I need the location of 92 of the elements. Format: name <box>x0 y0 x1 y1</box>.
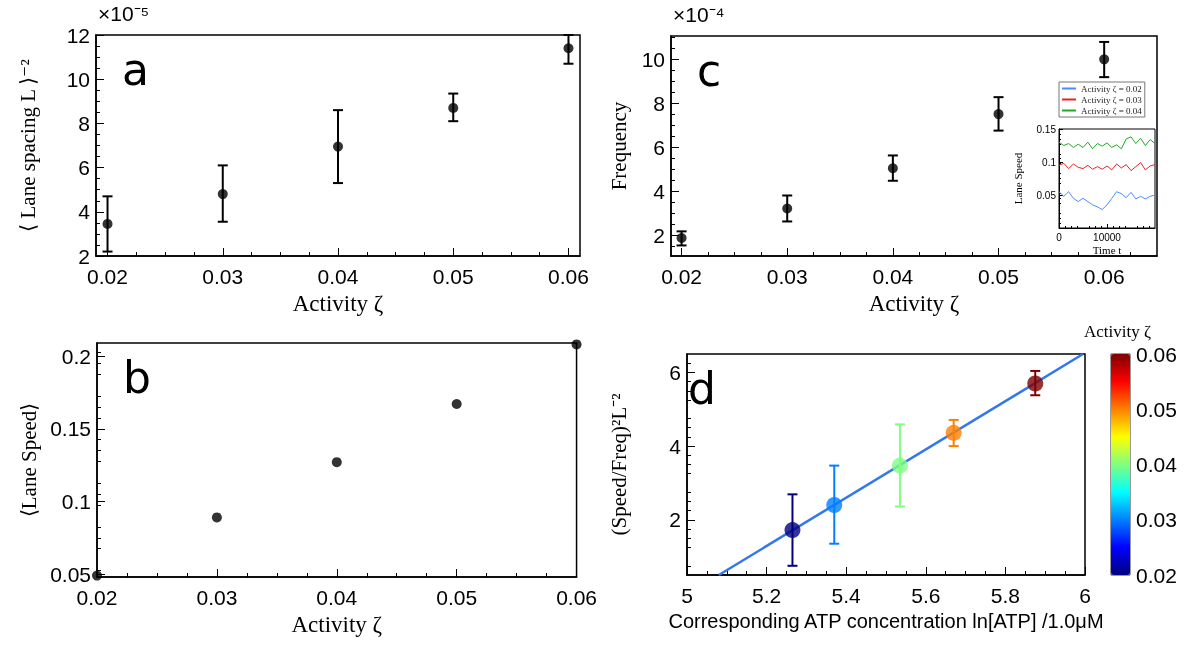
y-tick-label: 2 <box>78 244 90 268</box>
x-tick-label: 0.02 <box>76 586 118 609</box>
y-tick-label: 10 <box>66 67 90 91</box>
x-tick-label: 0.06 <box>1083 265 1125 288</box>
y-tick-label: 4 <box>669 434 682 458</box>
color-bar-label: 0.03 <box>1136 508 1177 532</box>
line-series <box>1058 191 1156 211</box>
x-axis-title: Activity ζ <box>868 291 960 316</box>
x-tick-label: 0.06 <box>548 265 589 288</box>
annotation: d <box>688 362 716 414</box>
y-tick-label: 8 <box>78 111 90 135</box>
y-axis-title: Lane Speed <box>1011 152 1024 205</box>
x-tick-label: 10000 <box>1093 231 1122 243</box>
x-tick-label: 0.05 <box>978 265 1019 288</box>
x-tick-label: 0.03 <box>202 265 244 288</box>
point <box>331 457 342 468</box>
point <box>945 424 962 441</box>
x-tick-label: 0.02 <box>661 265 702 288</box>
point <box>887 163 898 174</box>
y-tick-label: 0.05 <box>1036 189 1057 201</box>
y-tick-label: 6 <box>78 156 90 180</box>
x-tick-label: 0.02 <box>87 265 128 288</box>
point <box>1027 375 1044 392</box>
x-tick-label: 0.05 <box>432 265 474 288</box>
point <box>571 339 582 350</box>
x-tick-label: 0.04 <box>872 265 914 288</box>
color-bar-title: Activity ζ <box>1083 322 1151 341</box>
point <box>333 141 343 152</box>
y-tick-label: 2 <box>669 508 681 532</box>
y-tick-label: 0.15 <box>1036 123 1057 135</box>
annotation: a <box>122 43 149 95</box>
color-bar-label: 0.04 <box>1136 453 1178 476</box>
x-tick-label: 0.04 <box>317 265 359 288</box>
x-axis-title: Time t <box>1092 243 1122 256</box>
y-tick-label: 10 <box>641 47 665 71</box>
y-tick-label: 8 <box>653 91 665 115</box>
x-tick-label: 0.05 <box>436 586 478 609</box>
legend-label: Activity ζ = 0.03 <box>1081 94 1143 105</box>
y-tick-label: 0.1 <box>61 489 91 513</box>
point <box>92 570 102 581</box>
x-tick-label: 0.06 <box>556 586 597 609</box>
point <box>782 203 793 214</box>
point <box>826 497 843 514</box>
text: ×10⁻⁴ <box>673 3 725 26</box>
x-tick-label: 0 <box>1056 231 1063 243</box>
x-axis-title: Activity ζ <box>292 291 384 316</box>
color-bar-label: 0.02 <box>1136 563 1177 587</box>
y-tick-label: 0.2 <box>61 344 91 368</box>
point <box>676 232 687 243</box>
x-tick-label: 0.04 <box>316 586 358 609</box>
y-tick-label: 2 <box>653 223 665 247</box>
text: ×10⁻⁵ <box>98 2 150 25</box>
y-tick-label: 4 <box>653 179 666 203</box>
y-tick-label: 0.15 <box>50 417 91 441</box>
point <box>211 512 222 523</box>
legend-label: Activity ζ = 0.04 <box>1081 105 1143 116</box>
x-axis-title: Corresponding ATP concentration ln[ATP] /1.0μM <box>668 610 1104 632</box>
y-tick-label: 6 <box>669 360 681 384</box>
y-tick-label: 0.05 <box>50 562 91 586</box>
y-axis-title: (Speed/Freq)²L⁻² <box>606 393 631 536</box>
y-axis-title: ⟨Lane Speed⟩ <box>16 402 41 518</box>
point <box>784 522 801 539</box>
point <box>448 102 459 113</box>
x-tick-label: 0.03 <box>766 265 808 288</box>
x-tick-label: 5.4 <box>831 584 862 607</box>
y-tick-label: 4 <box>78 200 91 224</box>
x-tick-label: 5.8 <box>990 584 1020 607</box>
y-axis-title: ⟨ Lane spacing L ⟩⁻² <box>15 59 40 232</box>
point <box>451 399 462 410</box>
y-axis-title: Frequency <box>606 101 631 191</box>
point <box>993 109 1004 120</box>
point <box>563 43 574 54</box>
x-axis-title: Activity ζ <box>291 612 383 637</box>
x-tick-label: 5 <box>681 584 693 607</box>
point <box>1099 54 1110 65</box>
y-tick-label: 0.1 <box>1042 156 1057 168</box>
annotation: c <box>697 44 722 96</box>
x-tick-label: 5.2 <box>752 584 782 607</box>
color-bar-label: 0.06 <box>1136 342 1177 366</box>
color-bar-label: 0.05 <box>1136 397 1177 421</box>
line-series <box>1058 162 1156 172</box>
line-series <box>1058 136 1156 150</box>
point <box>102 218 113 229</box>
point <box>891 457 908 474</box>
y-tick-label: 6 <box>653 135 665 159</box>
legend-label: Activity ζ = 0.02 <box>1081 83 1142 94</box>
x-tick-label: 5.6 <box>911 584 941 607</box>
x-tick-label: 6 <box>1079 584 1091 607</box>
y-tick-label: 12 <box>66 23 90 47</box>
annotation: b <box>123 351 151 403</box>
x-tick-label: 0.03 <box>196 586 238 609</box>
point <box>217 189 228 200</box>
